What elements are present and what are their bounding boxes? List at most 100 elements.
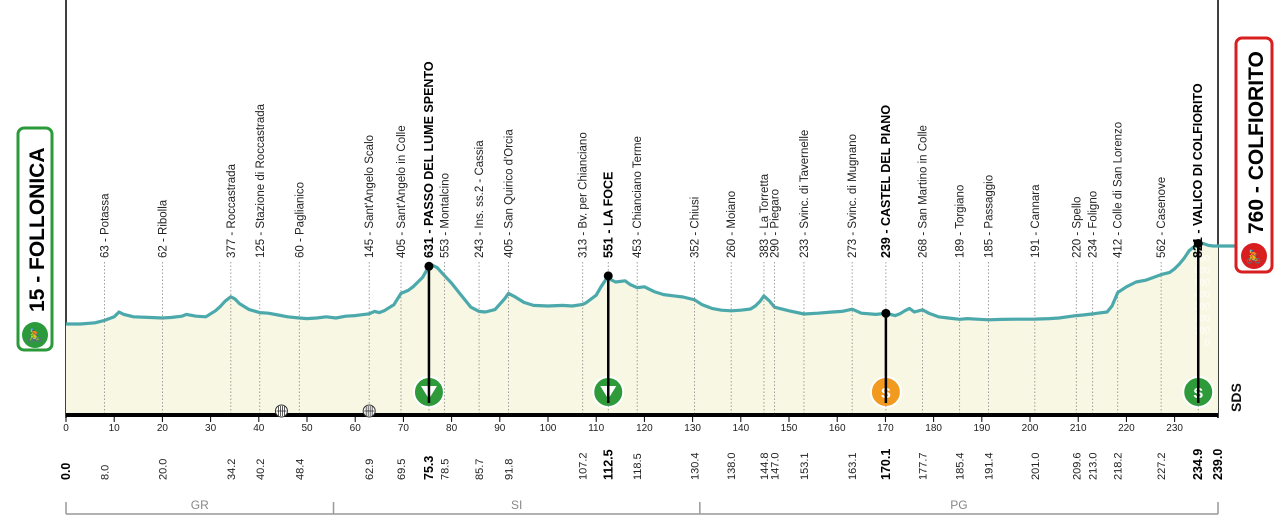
finish-badge-box bbox=[1234, 36, 1274, 274]
x-tick-label: 100 bbox=[540, 423, 557, 434]
waypoint-label: 273 - Svinc. di Mugnano bbox=[847, 134, 859, 258]
waypoint-label: 405 - Sant'Angelo in Colle bbox=[396, 125, 408, 258]
x-tick-label: 80 bbox=[446, 423, 458, 434]
waypoint-km-label: 213.0 bbox=[1088, 452, 1100, 480]
waypoint-label: 145 - Sant'Angelo Scalo bbox=[364, 135, 376, 258]
finish-km-label: 239.0 bbox=[1211, 449, 1225, 480]
waypoint-km-label: 153.1 bbox=[799, 452, 811, 480]
waypoint-km-label: 69.5 bbox=[396, 459, 408, 480]
waypoint-label: 352 - Chiusi bbox=[690, 197, 702, 258]
waypoint-km-label: 91.8 bbox=[503, 459, 515, 480]
cyclist-icon-glyph: 🚴 bbox=[1246, 249, 1262, 265]
x-tick-label: 160 bbox=[829, 423, 846, 434]
summit-dot bbox=[1193, 238, 1203, 248]
x-tick-label: 170 bbox=[877, 423, 894, 434]
x-tick-label: 90 bbox=[494, 423, 506, 434]
waypoint-km-label: 170.1 bbox=[879, 449, 893, 480]
profile-fill bbox=[66, 243, 1218, 415]
waypoint-label: 189 - Torgiano bbox=[955, 185, 967, 258]
waypoint-label: 125 - Stazione di Roccastrada bbox=[255, 103, 267, 258]
waypoint-label: 412 - Colle di San Lorenzo bbox=[1113, 122, 1125, 258]
waypoint-km-label: 130.4 bbox=[690, 452, 702, 480]
waypoint-km-label: 20.0 bbox=[157, 459, 169, 480]
waypoint-km-label: 191.4 bbox=[984, 452, 996, 480]
cyclist-icon bbox=[1241, 243, 1267, 269]
km-axis: 0 10 20 30 40 50 60 70 80 90 100 110 120 130 140 150 160… bbox=[63, 404, 1218, 434]
waypoint-label: 290 - Piegaro bbox=[770, 189, 782, 258]
summit-dot bbox=[881, 308, 891, 318]
cyclist-icon-glyph: 🚴 bbox=[27, 328, 43, 344]
altitude-tick-label: 400 bbox=[1194, 290, 1210, 301]
waypoint-label: 185 - Passaggio bbox=[984, 175, 996, 258]
region-label: PG bbox=[950, 498, 967, 512]
waypoint-km-label: 78.5 bbox=[439, 459, 451, 480]
waypoint-label: 553 - Montalcino bbox=[439, 173, 451, 258]
waypoint-label: 60 - Paglianico bbox=[294, 182, 306, 258]
waypoint-label: 562 - Casenove bbox=[1156, 177, 1168, 258]
x-tick-label: 0 bbox=[63, 423, 69, 434]
altitude-tick-label: 100 bbox=[1194, 326, 1210, 337]
summit-dot bbox=[603, 271, 613, 281]
waypoint-label: 234 - Foligno bbox=[1088, 191, 1100, 258]
waypoint-km-label: 201.0 bbox=[1030, 452, 1042, 480]
waypoint-km-label: 118.5 bbox=[632, 453, 644, 480]
altitude-tick-label: 600 bbox=[1194, 266, 1210, 277]
profile-line bbox=[66, 241, 1218, 326]
waypoint-km-label: 85.7 bbox=[474, 459, 486, 480]
waypoint-km-label: 209.6 bbox=[1071, 452, 1083, 480]
region-bar: GR SI PG bbox=[65, 498, 1219, 515]
waypoint-label: 551 - LA FOCE bbox=[601, 172, 615, 258]
altitude-tick-label: 700 bbox=[1194, 254, 1210, 265]
waypoint-label: 62 - Ribolla bbox=[157, 199, 169, 258]
start-badge: 🚴 15 - FOLLONICA bbox=[16, 126, 54, 352]
waypoint-label: 453 - Chianciano Terme bbox=[632, 136, 644, 258]
x-tick-label: 60 bbox=[350, 423, 362, 434]
waypoint-label: 631 - PASSO DEL LUME SPENTO bbox=[422, 61, 436, 258]
start-km-label: 0.0 bbox=[59, 463, 73, 480]
railway-crossing-icon bbox=[274, 404, 288, 418]
waypoint-km-label: 34.2 bbox=[226, 459, 238, 480]
waypoint-label: 191 - Cannara bbox=[1030, 184, 1042, 258]
start-town-label: 15 - FOLLONICA bbox=[26, 147, 49, 312]
x-tick-label: 50 bbox=[301, 423, 313, 434]
summit-dot bbox=[424, 261, 434, 271]
waypoint-label: 821 - VALICO DI COLFIORITO bbox=[1191, 83, 1205, 258]
x-tick-label: 200 bbox=[1022, 423, 1039, 434]
waypoint-km-label: 185.4 bbox=[955, 452, 967, 480]
x-tick-label: 70 bbox=[398, 423, 410, 434]
altitude-tick-label: 200 bbox=[1194, 314, 1210, 325]
waypoint-km-label: 107.2 bbox=[578, 452, 590, 480]
waypoint-km-label: 163.1 bbox=[847, 452, 859, 480]
waypoint-label: 243 - Ins. ss.2 - Cassia bbox=[474, 140, 486, 258]
x-tick-label: 40 bbox=[253, 423, 265, 434]
waypoint-km-label: 227.2 bbox=[1156, 452, 1168, 480]
waypoint-label: 220 - Spello bbox=[1071, 197, 1083, 258]
waypoint-labels: 63 - Potassa 62 - Ribolla 377 - Roccastrad… bbox=[100, 61, 1205, 415]
waypoint-km-label: 40.2 bbox=[255, 459, 267, 480]
waypoint-km-labels: 8.0 20.0 34.2 40.2 48.4 62.9 69.5 75.3 78.5 85.7 9… bbox=[59, 449, 1225, 480]
x-tick-label: 20 bbox=[157, 423, 169, 434]
x-tick-label: 190 bbox=[973, 423, 990, 434]
waypoint-km-label: 138.0 bbox=[726, 452, 738, 480]
waypoint-km-label: 177.7 bbox=[918, 452, 930, 480]
waypoint-label: 383 - La Torretta bbox=[759, 173, 771, 258]
region-label: SI bbox=[511, 498, 522, 512]
waypoint-km-label: 234.9 bbox=[1191, 449, 1205, 480]
waypoint-km-label: 218.2 bbox=[1113, 452, 1125, 480]
x-tick-label: 140 bbox=[732, 423, 749, 434]
waypoint-label: 405 - San Quirico d'Orcia bbox=[503, 129, 515, 258]
waypoint-label: 239 - CASTEL DEL PIANO bbox=[879, 105, 893, 258]
railway-crossing-icon bbox=[362, 404, 376, 418]
altitude-tick-label: 500 bbox=[1194, 278, 1210, 289]
altitude-tick-label: 0 bbox=[1205, 338, 1210, 349]
waypoint-km-label: 75.3 bbox=[422, 456, 436, 480]
x-tick-label: 30 bbox=[205, 423, 217, 434]
waypoint-label: 260 - Moiano bbox=[726, 191, 738, 258]
waypoint-label: 233 - Svinc. di Tavernelle bbox=[799, 130, 811, 258]
waypoint-label: 377 - Roccastrada bbox=[226, 163, 238, 258]
x-tick-label: 220 bbox=[1118, 423, 1135, 434]
x-tick-label: 110 bbox=[588, 423, 604, 434]
waypoint-km-label: 8.0 bbox=[100, 465, 112, 480]
brand-logo: SDS bbox=[1228, 383, 1244, 412]
